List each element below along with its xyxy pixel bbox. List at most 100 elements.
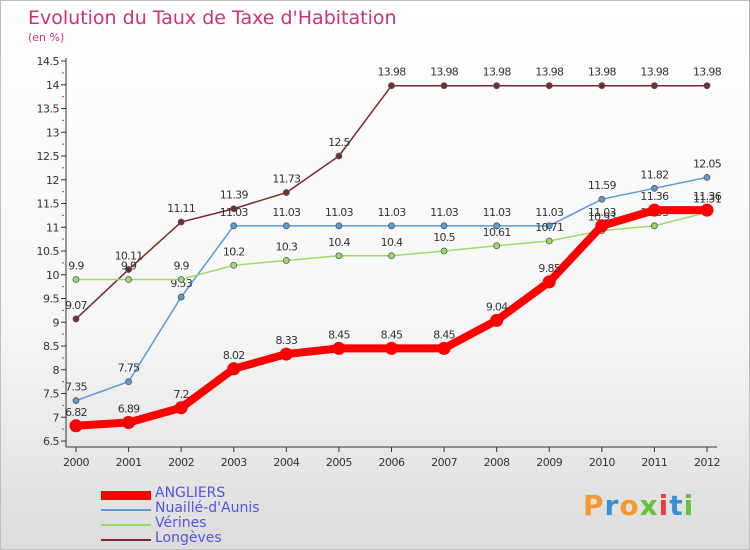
data-label: 10.4 — [328, 236, 350, 249]
y-tick-label: 12.5 — [37, 150, 60, 163]
data-point — [230, 222, 238, 230]
y-tick-label: 9.5 — [43, 293, 59, 306]
data-label: 11.73 — [272, 173, 301, 186]
data-point — [282, 189, 290, 196]
data-label: 11.03 — [430, 206, 459, 219]
data-label: 9.53 — [170, 277, 192, 290]
data-point — [72, 315, 80, 323]
x-tick-label: 2002 — [168, 456, 194, 469]
data-label: 6.89 — [118, 402, 140, 415]
brand-letter: o — [619, 489, 640, 522]
data-point — [493, 222, 501, 230]
x-tick-label: 2011 — [641, 456, 667, 469]
brand-letter: t — [669, 489, 684, 522]
data-label: 10.3 — [275, 241, 297, 254]
x-tick-label: 2009 — [536, 456, 562, 469]
data-label: 10.61 — [483, 226, 511, 239]
data-label: 9.9 — [68, 260, 84, 273]
data-point — [279, 347, 293, 361]
data-point — [388, 252, 395, 260]
x-tick-label: 2012 — [694, 456, 720, 469]
data-point — [385, 341, 398, 355]
y-tick-label: 13.5 — [37, 103, 60, 116]
data-point — [651, 222, 658, 230]
legend-swatch — [101, 509, 151, 511]
y-tick-label: 7 — [53, 411, 60, 424]
chart-title: Evolution du Taux de Taxe d'Habitation — [28, 7, 397, 29]
y-tick-label: 14 — [46, 79, 59, 92]
data-label: 12.5 — [328, 136, 350, 149]
x-tick-label: 2008 — [484, 456, 510, 469]
data-point — [69, 419, 83, 433]
data-point — [651, 82, 658, 90]
data-label: 11.03 — [535, 206, 564, 219]
chart-subtitle: (en %) — [28, 31, 65, 44]
data-label: 13.98 — [535, 66, 564, 79]
data-point — [437, 341, 451, 355]
data-point — [177, 276, 185, 283]
x-tick-label: 2000 — [63, 456, 89, 469]
data-point — [72, 397, 80, 405]
data-point — [440, 222, 448, 230]
data-point — [703, 173, 711, 181]
data-label: 8.45 — [328, 328, 350, 341]
data-point — [282, 222, 290, 230]
data-point — [122, 415, 136, 429]
data-label: 8.45 — [433, 328, 455, 341]
data-label: 9.9 — [121, 260, 137, 273]
data-point — [177, 218, 185, 226]
legend-swatch — [101, 524, 151, 526]
x-tick-label: 2001 — [116, 456, 142, 469]
data-label: 8.02 — [223, 349, 245, 362]
brand-letter: P — [583, 489, 605, 522]
y-tick-label: 7.5 — [43, 388, 59, 401]
data-label: 9.85 — [538, 262, 560, 275]
data-label: 10.5 — [433, 231, 455, 244]
brand-logo: Proxiti — [583, 489, 694, 522]
data-point — [598, 82, 606, 90]
data-point — [493, 82, 501, 90]
data-label: 11.36 — [693, 190, 722, 203]
y-tick-label: 10.5 — [37, 245, 60, 258]
data-point — [335, 152, 343, 160]
x-tick-label: 2003 — [221, 456, 247, 469]
brand-letter: i — [658, 489, 670, 522]
data-point — [545, 237, 553, 245]
data-label: 11.36 — [640, 190, 669, 203]
data-label: 6.82 — [65, 406, 87, 419]
data-point — [332, 341, 346, 355]
x-tick-label: 2004 — [273, 456, 299, 469]
series-long-ves: 9.07 10.11 11.11 11.39 11.73 12.5 13.98 13.98 13… — [65, 66, 722, 323]
data-label: 13.98 — [430, 66, 459, 79]
data-point — [651, 184, 658, 192]
data-label: 13.98 — [640, 66, 669, 79]
data-label: 7.35 — [65, 381, 87, 394]
data-point — [440, 82, 448, 90]
data-label: 7.2 — [173, 388, 188, 401]
data-label: 11.03 — [220, 206, 249, 219]
y-tick-label: 11.5 — [37, 198, 60, 211]
data-label: 8.33 — [275, 334, 297, 347]
data-label: 9.04 — [486, 300, 508, 313]
data-point — [703, 82, 711, 90]
brand-letter: i — [683, 489, 695, 522]
data-label: 12.05 — [693, 157, 722, 170]
brand-letter: x — [639, 489, 659, 522]
series-angliers: 6.82 6.89 7.2 8.02 8.33 8.45 8.45 8.45 9.04 9.85 1… — [65, 190, 722, 433]
data-point — [388, 82, 395, 90]
data-label: 13.98 — [693, 66, 722, 79]
data-label: 11.11 — [167, 202, 195, 215]
legend-label: ANGLIERS — [155, 485, 226, 501]
data-point — [490, 313, 504, 327]
y-tick-label: 8 — [53, 364, 60, 377]
data-label: 11.03 — [272, 206, 301, 219]
y-tick-label: 11 — [46, 221, 59, 234]
data-label: 11.03 — [483, 206, 512, 219]
data-label: 10.2 — [223, 245, 245, 258]
data-point — [598, 195, 606, 203]
data-label: 11.39 — [220, 189, 249, 202]
y-tick-label: 10 — [46, 269, 59, 282]
data-point — [647, 203, 661, 217]
y-tick-label: 8.5 — [43, 340, 59, 353]
data-label: 8.45 — [381, 328, 403, 341]
